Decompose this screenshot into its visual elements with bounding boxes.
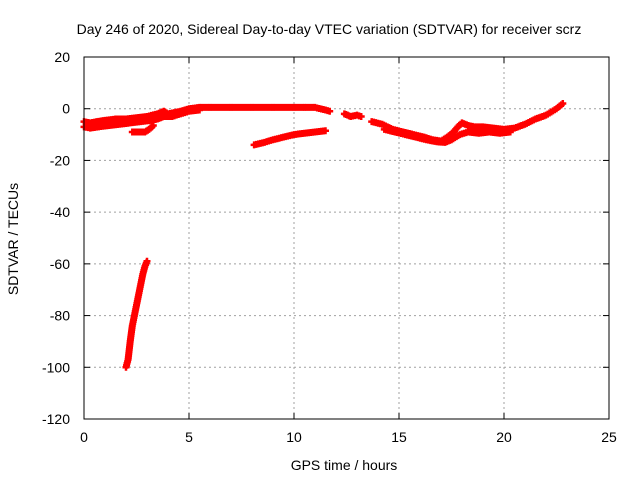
data-points (80, 100, 567, 371)
axis-ticks: 0 5 10 15 20 25 20 0 -20 -40 -60 -80 -100 -120 (42, 49, 617, 445)
grid (84, 57, 609, 419)
plot-frame (83, 56, 610, 420)
data-point-run (473, 123, 485, 131)
x-tick-label: 20 (496, 429, 512, 445)
y-tick-label: -80 (50, 308, 70, 324)
x-tick-label: 25 (601, 429, 617, 445)
y-tick-label: -20 (50, 152, 70, 168)
data-point-run (435, 138, 447, 146)
x-tick-label: 0 (80, 429, 88, 445)
y-tick-label: -120 (42, 411, 70, 427)
x-axis-label: GPS time / hours (291, 457, 398, 473)
data-point-run (460, 120, 471, 129)
data-point-run (443, 136, 454, 146)
data-point (326, 107, 334, 115)
y-axis-label: SDTVAR / TECUs (5, 183, 21, 295)
data-point-run (554, 101, 565, 111)
chart-title: Day 246 of 2020, Sidereal Day-to-day VTE… (77, 21, 582, 37)
data-point-run (455, 120, 465, 130)
y-tick-label: -60 (50, 256, 70, 272)
x-tick-label: 15 (391, 429, 407, 445)
data-point-run (161, 108, 171, 117)
data-point-run (123, 357, 132, 369)
data-point-run (147, 123, 156, 132)
data-point-run (88, 118, 98, 127)
data-point (357, 112, 365, 120)
data-point-run (458, 129, 470, 138)
data-point-run (82, 123, 92, 132)
y-tick-label: -40 (50, 204, 70, 220)
data-point (322, 127, 329, 135)
x-tick-label: 5 (185, 429, 193, 445)
data-point-run (263, 136, 275, 146)
data-point-run (139, 264, 148, 276)
data-point-run (170, 111, 182, 120)
y-tick-label: -100 (42, 359, 70, 375)
data-point-run (451, 124, 461, 135)
data-point-run (137, 128, 147, 136)
data-point-run (349, 112, 359, 120)
data-point-run (466, 122, 476, 130)
data-point-run (82, 118, 92, 127)
data-point (149, 122, 157, 130)
data-point-run (445, 129, 456, 140)
data-point-run (149, 115, 159, 124)
data-point-run (162, 112, 174, 120)
data-point-run (142, 126, 152, 135)
data-point-run (95, 117, 107, 125)
data-point (506, 128, 514, 136)
data-point (559, 100, 567, 108)
y-tick-label: 20 (54, 49, 70, 65)
data-point-run (130, 128, 140, 136)
y-tick-label: 0 (62, 101, 70, 117)
data-point-run (142, 259, 150, 269)
data-point-run (88, 123, 101, 132)
x-tick-label: 10 (286, 429, 302, 445)
data-point-run (155, 113, 166, 122)
data-point-run (155, 108, 166, 117)
data-point (143, 257, 151, 265)
data-point-run (179, 108, 191, 117)
data-point-run (342, 111, 353, 120)
data-point (196, 106, 203, 114)
